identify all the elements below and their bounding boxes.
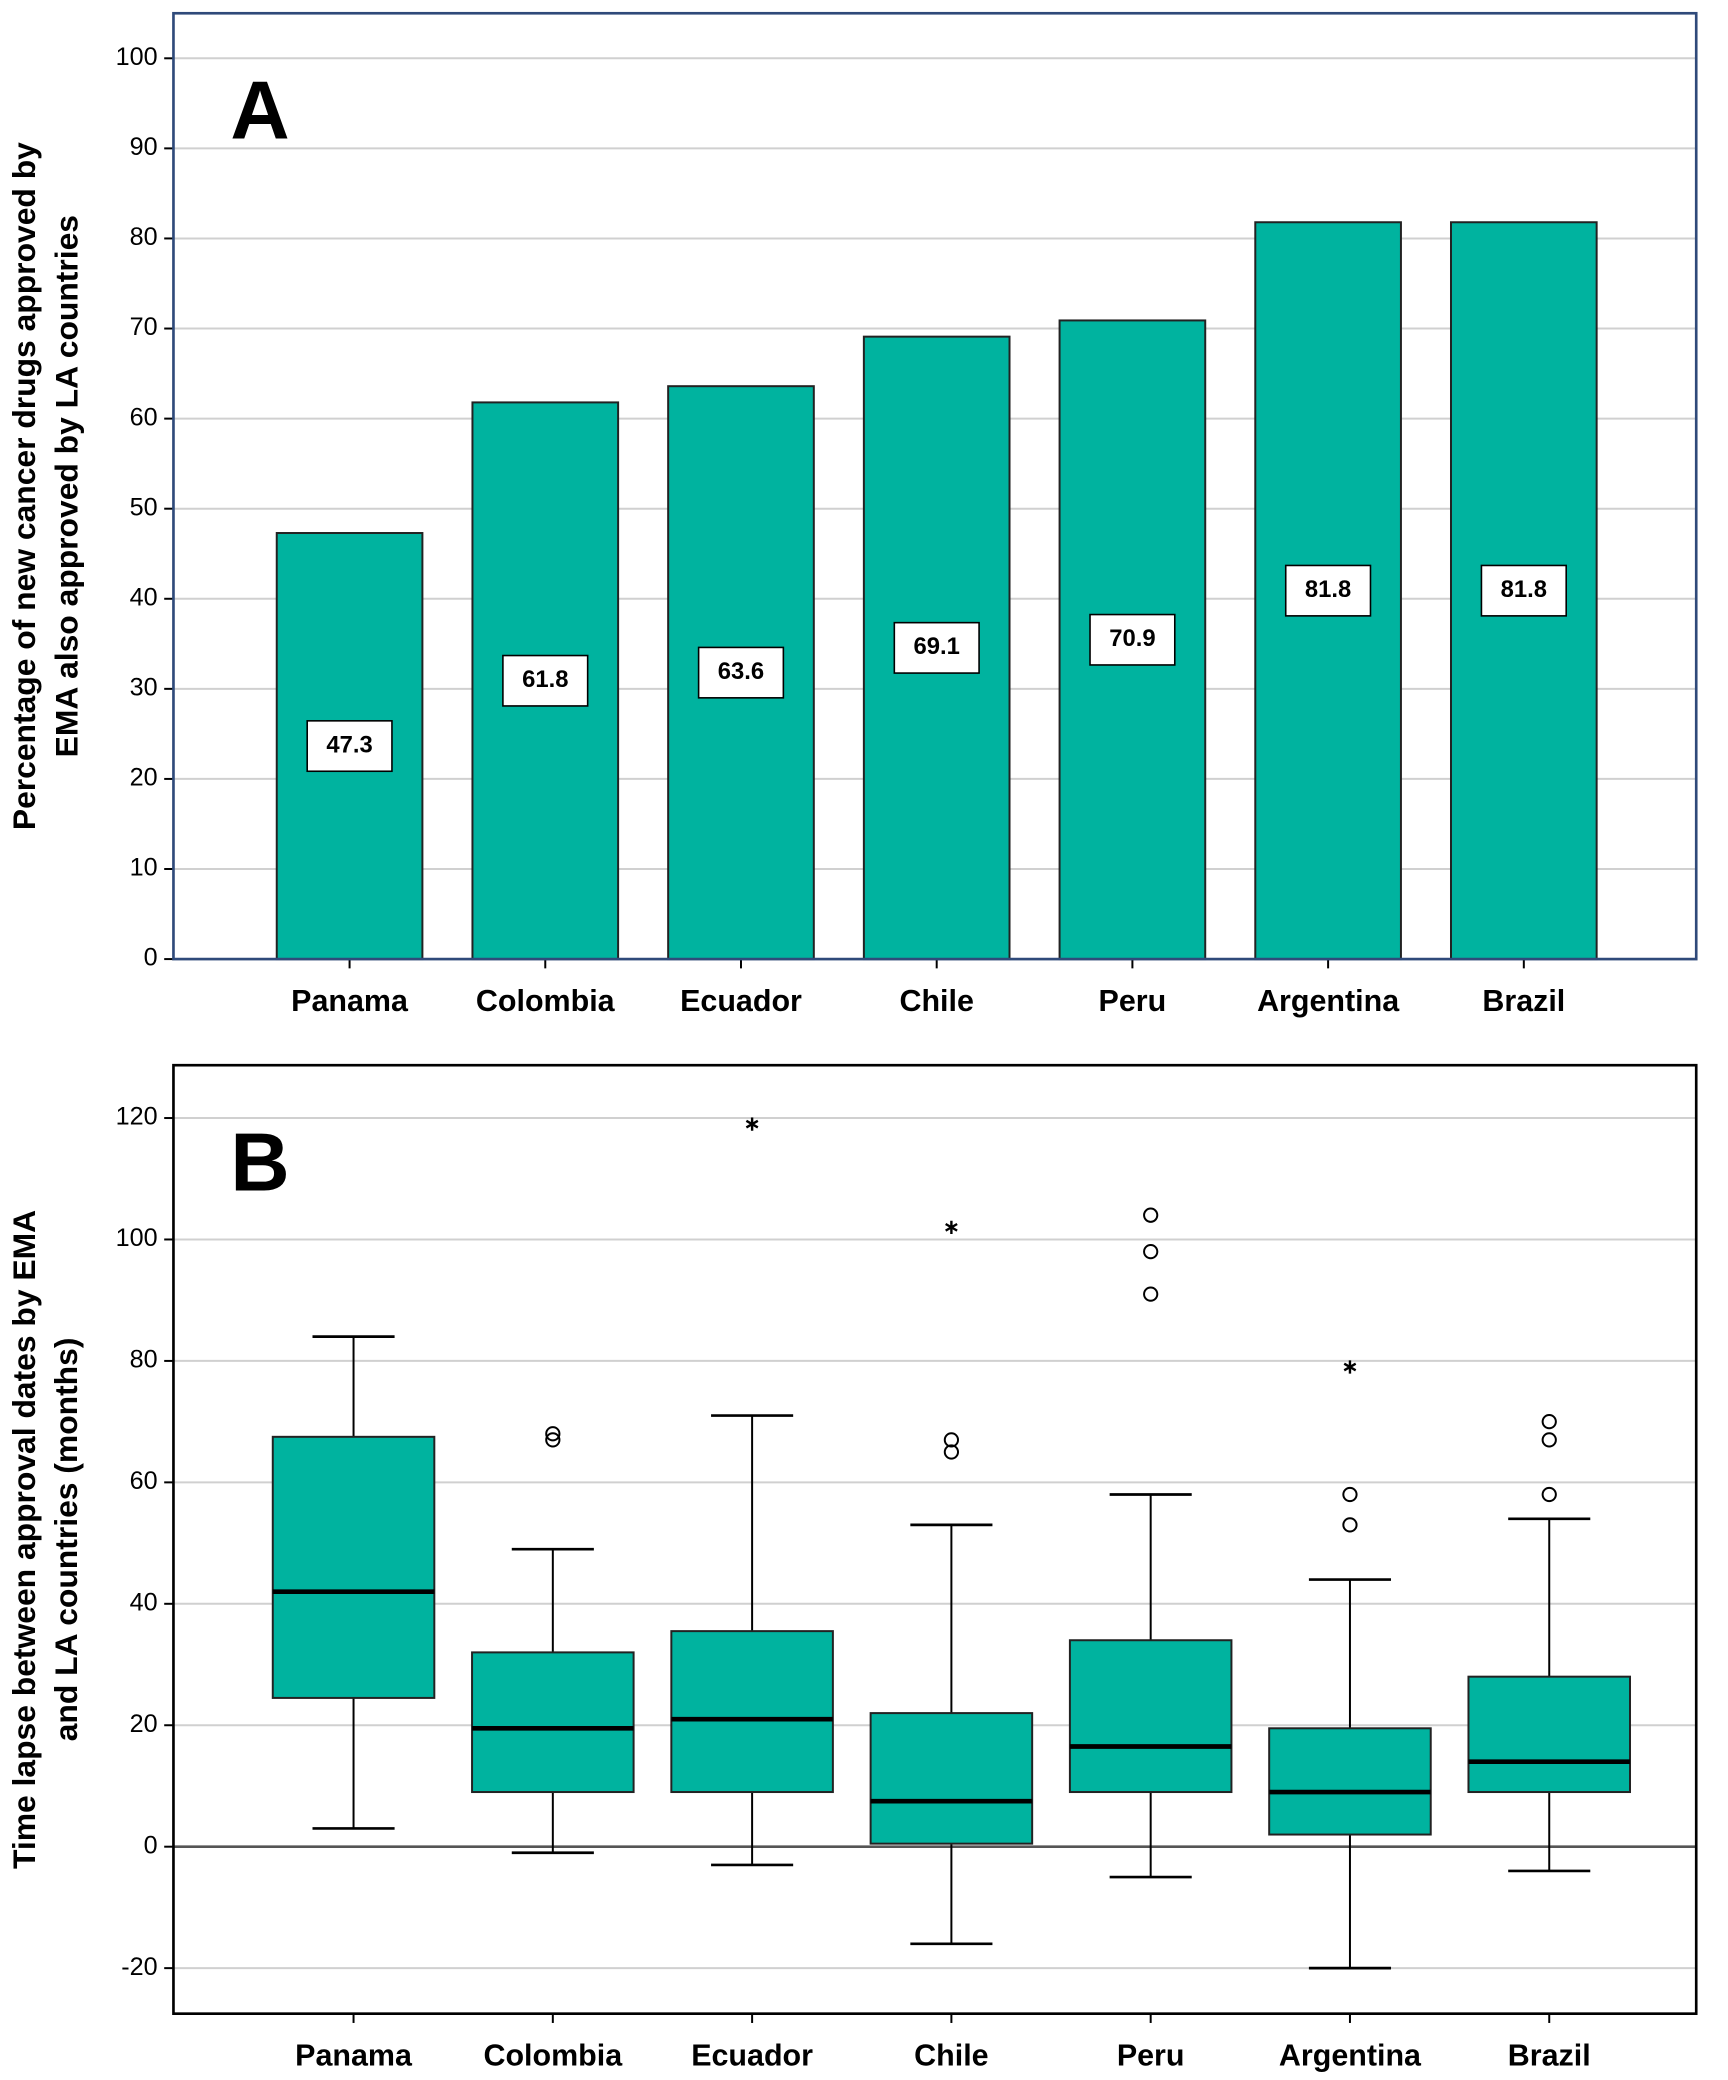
value-label: 81.8 [1501,576,1547,603]
x-tick-label: Peru [1099,984,1167,1018]
x-tick-label: Colombia [476,984,616,1018]
outlier [1143,1286,1159,1302]
outlier [545,1432,561,1448]
outlier [943,1444,960,1460]
y-tick-label: 10 [130,854,158,882]
y-tick-label: 40 [130,1588,158,1616]
value-label: 70.9 [1109,625,1155,652]
x-tick-label: Argentina [1257,984,1400,1018]
y-tick-label: 80 [130,223,158,251]
y-tick-label: 70 [130,313,158,341]
outlier [1342,1517,1358,1533]
value-label: 81.8 [1305,576,1351,603]
x-tick-label: Argentina [1279,2038,1422,2072]
x-tick-label: Ecuador [680,984,802,1018]
value-label-box [697,646,785,699]
y-tick-label: 60 [130,403,158,431]
x-tick-label: Peru [1117,2038,1185,2072]
x-tick-label: Panama [295,2038,413,2072]
y-tick-label: 90 [130,133,158,161]
extreme [1343,1360,1357,1374]
value-label-box [1089,613,1176,666]
x-tick-label: Colombia [483,2038,623,2072]
y-axis-title: Percentage of new cancer drugs approved … [6,142,42,830]
y-tick-label: 20 [130,1710,158,1738]
x-tick-label: Ecuador [691,2038,813,2072]
extreme [945,1220,958,1234]
box [670,1630,834,1794]
value-label: 63.6 [718,658,764,685]
value-label: 61.8 [522,666,568,693]
y-tick-label: 100 [116,1224,158,1252]
plot-frame [172,1063,1698,2015]
y-axis-title: and LA countries (months) [48,1338,84,1742]
outlier [1541,1432,1557,1448]
outlier [1143,1243,1159,1260]
panel-label: B [230,1117,289,1208]
value-label-box [1284,564,1372,617]
x-tick-label: Chile [914,2038,988,2072]
box [869,1712,1034,1845]
panel-label: A [230,65,289,156]
y-tick-label: 20 [130,764,158,792]
box [1467,1675,1632,1794]
y-tick-label: 0 [144,1831,158,1859]
value-label-box [502,654,589,707]
outlier [1143,1207,1159,1223]
extreme [745,1117,759,1131]
outlier [545,1426,561,1442]
outlier [1541,1414,1557,1430]
y-tick-label: 40 [130,583,158,611]
y-axis-title: EMA also approved by LA countries [48,215,84,757]
outlier [943,1432,960,1448]
box [271,1435,436,1699]
y-tick-label: 60 [130,1467,158,1495]
value-label-box [893,621,980,674]
value-label-box [1480,564,1567,617]
plot-frame [172,11,1698,961]
box [1268,1727,1432,1836]
y-tick-label: 0 [144,944,158,972]
x-tick-label: Chile [899,984,973,1018]
y-tick-label: 120 [116,1103,158,1131]
x-tick-label: Panama [291,984,409,1018]
y-tick-label: -20 [121,1953,157,1981]
value-label: 47.3 [326,731,372,758]
y-tick-label: 50 [130,493,158,521]
box [1068,1639,1233,1794]
y-tick-label: 80 [130,1346,158,1374]
y-tick-label: 100 [116,43,158,71]
y-tick-label: 30 [130,673,158,701]
y-axis-title: Time lapse between approval dates by EMA [6,1210,42,1869]
box [471,1651,635,1794]
outlier [1342,1486,1358,1503]
value-label-box [306,720,393,773]
outlier [1541,1486,1557,1503]
x-tick-label: Brazil [1482,984,1565,1018]
x-tick-label: Brazil [1508,2038,1591,2072]
value-label: 69.1 [914,633,960,660]
